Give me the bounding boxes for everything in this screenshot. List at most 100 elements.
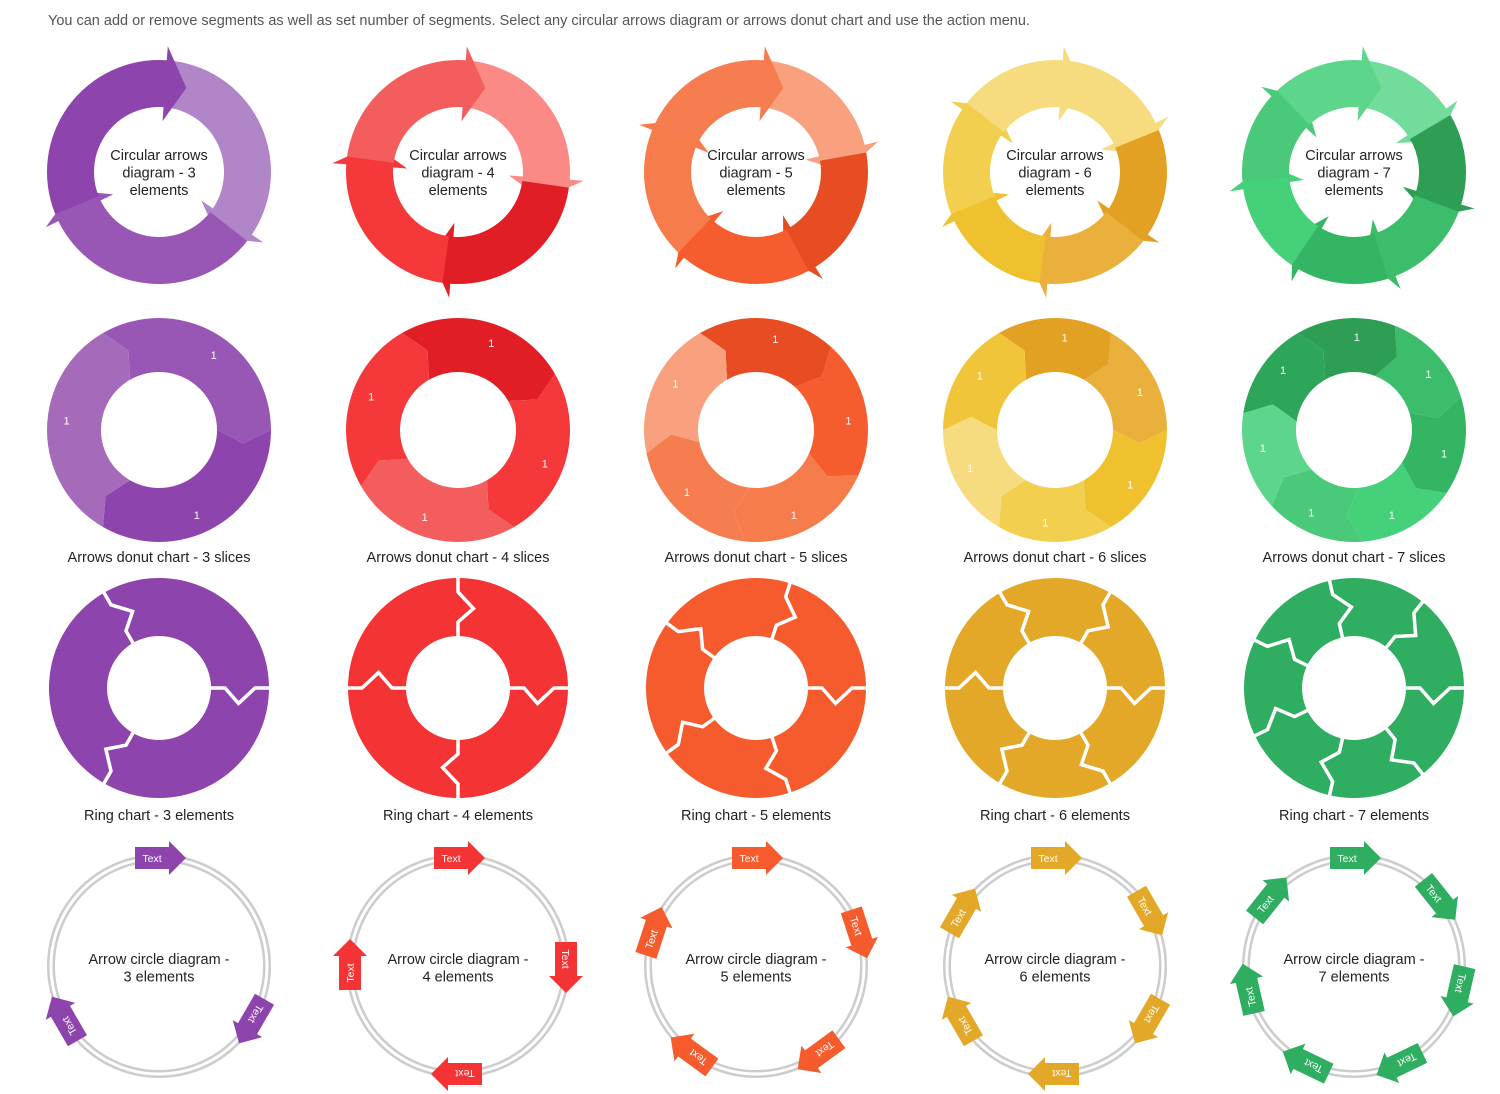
arrow-circle-diagram-3[interactable]: Text Text Text Arrow circle diagram - 3 elem… (37, 841, 279, 1078)
arrow-segment[interactable] (655, 46, 784, 144)
donut-slice[interactable] (1298, 318, 1398, 380)
donut-slice[interactable] (1241, 404, 1312, 507)
arrow-segment[interactable] (943, 101, 1013, 214)
arrow-shape[interactable] (1437, 963, 1481, 1020)
donut-slice[interactable] (644, 333, 727, 454)
donut-slice[interactable] (794, 346, 868, 477)
arrow-shape[interactable] (37, 988, 92, 1049)
donut-slice[interactable] (1375, 325, 1462, 418)
arrow-segment[interactable] (467, 61, 584, 200)
arrow-shape[interactable] (933, 988, 988, 1049)
arrow-shape[interactable] (835, 905, 883, 964)
arrow-shape[interactable] (732, 841, 783, 875)
arrows-donut-chart-3[interactable]: 1 1 1 Arrows donut chart - 3 slices (47, 318, 271, 566)
arrow-shape[interactable] (661, 1024, 722, 1081)
arrow-segment[interactable] (783, 152, 869, 279)
arrow-segment[interactable] (675, 211, 809, 285)
arrow-shape[interactable] (1031, 841, 1082, 875)
ring-chart-4[interactable]: Ring chart - 4 elements (346, 576, 570, 824)
arrow-shape[interactable] (788, 1026, 849, 1083)
arrow-segment[interactable] (332, 144, 449, 283)
circle-arrow[interactable]: Text (224, 991, 279, 1052)
circle-arrow[interactable]: Text (1226, 960, 1270, 1017)
circle-arrow[interactable]: Text (1028, 1057, 1079, 1091)
arrow-shape[interactable] (935, 880, 990, 941)
donut-slice[interactable] (999, 480, 1111, 542)
arrow-segment[interactable] (765, 61, 879, 173)
arrows-donut-chart-4[interactable]: 1 1 1 1 Arrows donut chart - 4 slices (346, 318, 570, 566)
arrow-circle-diagram-6[interactable]: Text Text Text Text Text Text Arrow circle dia… (933, 841, 1177, 1091)
donut-slice[interactable] (1243, 333, 1325, 422)
circle-arrow[interactable]: Text (1275, 1036, 1336, 1089)
circle-arrow[interactable]: Text (1330, 841, 1381, 875)
circle-arrow[interactable]: Text (549, 942, 583, 993)
donut-slice[interactable] (646, 434, 750, 542)
arrow-segment[interactable] (45, 190, 248, 284)
arrow-shape[interactable] (549, 942, 583, 993)
donut-slice[interactable] (1084, 430, 1167, 527)
donut-slice[interactable] (943, 333, 1026, 430)
arrow-segment[interactable] (1027, 212, 1144, 298)
donut-slice[interactable] (346, 333, 429, 486)
donut-slice[interactable] (1347, 462, 1447, 542)
arrow-shape[interactable] (224, 991, 279, 1052)
circle-arrow[interactable]: Text (1122, 883, 1177, 944)
arrow-segment[interactable] (430, 181, 569, 298)
arrow-segment[interactable] (347, 46, 486, 163)
arrow-segment[interactable] (1363, 61, 1458, 144)
donut-slice[interactable] (487, 374, 570, 527)
ring-chart-5[interactable]: Ring chart - 5 elements (646, 578, 868, 824)
ring-chart-3[interactable]: Ring chart - 3 elements (49, 578, 271, 824)
arrow-circle-diagram-5[interactable]: Text Text Text Text Text Arrow circle diagram… (630, 841, 884, 1083)
circle-arrow[interactable]: Text (37, 988, 92, 1049)
arrow-segment[interactable] (47, 46, 187, 214)
arrow-shape[interactable] (1028, 1057, 1079, 1091)
circle-arrow[interactable]: Text (661, 1024, 722, 1081)
arrow-shape[interactable] (1120, 991, 1175, 1052)
circle-arrow[interactable]: Text (431, 1057, 482, 1091)
circle-arrow[interactable]: Text (434, 841, 485, 875)
ring-body[interactable] (646, 578, 866, 798)
arrow-shape[interactable] (1330, 841, 1381, 875)
ring-body[interactable] (348, 578, 568, 798)
arrow-segment[interactable] (1291, 216, 1389, 285)
arrows-donut-chart-6[interactable]: 1 1 1 1 1 1 Arrows donut chart - 6 slices (943, 318, 1167, 566)
circle-arrow[interactable]: Text (935, 880, 990, 941)
donut-slice[interactable] (1401, 396, 1466, 494)
donut-slice[interactable] (103, 318, 271, 444)
donut-slice[interactable] (1271, 469, 1363, 543)
ring-body[interactable] (1244, 578, 1464, 798)
arrow-segment[interactable] (1064, 61, 1169, 154)
circle-arrow[interactable]: Text (1410, 869, 1468, 930)
arrow-circle-diagram-4[interactable]: Text Text Text Text Arrow circle diagram - 4 … (333, 841, 583, 1091)
circle-arrow[interactable]: Text (333, 939, 367, 990)
circle-arrow[interactable]: Text (1437, 963, 1481, 1020)
arrow-shape[interactable] (333, 939, 367, 990)
arrow-segment[interactable] (639, 119, 711, 253)
ring-chart-7[interactable]: Ring chart - 7 elements (1244, 578, 1466, 824)
circle-arrow[interactable]: Text (1369, 1038, 1430, 1091)
donut-slice[interactable] (1084, 333, 1167, 444)
circle-arrow[interactable]: Text (732, 841, 783, 875)
arrow-shape[interactable] (1369, 1038, 1430, 1091)
circle-arrow[interactable]: Text (1031, 841, 1082, 875)
arrow-segment[interactable] (168, 61, 271, 243)
arrow-shape[interactable] (1226, 960, 1270, 1017)
donut-slice[interactable] (999, 318, 1111, 380)
arrow-segment[interactable] (941, 190, 1046, 283)
donut-slice[interactable] (47, 333, 130, 527)
donut-slice[interactable] (103, 430, 271, 542)
arrow-segment[interactable] (966, 46, 1083, 132)
circle-arrow[interactable]: Text (835, 905, 883, 964)
arrow-shape[interactable] (1410, 869, 1468, 930)
arrow-shape[interactable] (630, 902, 678, 961)
arrow-segment[interactable] (1277, 46, 1382, 125)
donut-slice[interactable] (402, 318, 555, 401)
arrow-segment[interactable] (1402, 115, 1475, 218)
circle-arrow[interactable]: Text (1241, 867, 1299, 928)
